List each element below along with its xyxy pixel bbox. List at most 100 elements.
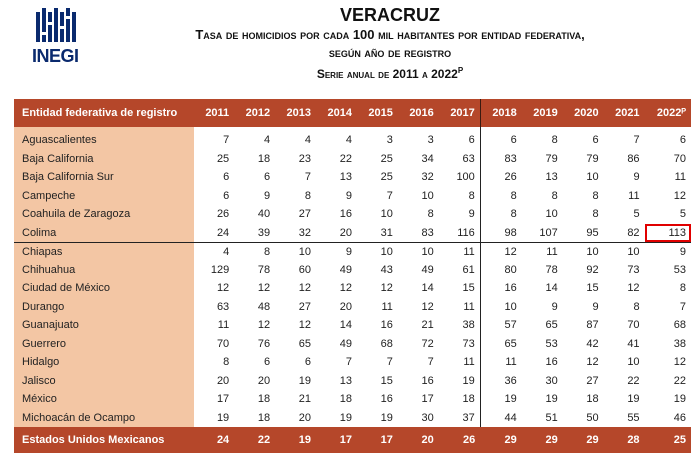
rate-value-cell: 16 (421, 374, 434, 387)
rate-value-cell: 12 (627, 282, 640, 295)
rate-value-cell: 20 (339, 226, 352, 239)
rate-value-cell: 9 (592, 300, 599, 313)
year-column-header: 2016 (397, 99, 439, 127)
rate-value-cell: 68 (380, 337, 393, 350)
table-body: Aguascalientes 7 4 4 4 3 3 6 6 8 6 7 6 Baja Californi… (14, 127, 691, 427)
rate-value-cell: 6 (223, 189, 230, 202)
rate-value-cell: 25 (380, 152, 393, 165)
rate-value-cell: 15 (462, 282, 475, 295)
rate-value-cell: 43 (380, 263, 393, 276)
rate-value-cell: 10 (603, 241, 645, 261)
entity-name-cell: Chiapas (14, 241, 194, 261)
rate-value-cell: 10 (356, 241, 398, 261)
rate-value-cell: 49 (339, 263, 352, 276)
year-column-header: 2012 (234, 99, 276, 127)
rate-value-cell: 11 (217, 319, 230, 332)
rate-value-cell: 4 (194, 241, 235, 261)
table-row: Colima 24 39 32 20 31 83 116 98 107 95 82 113 (14, 223, 691, 242)
rate-value-cell: 6 (592, 134, 599, 147)
total-rate-value-cell: 19 (275, 427, 317, 453)
entity-name-cell: Chihuahua (14, 260, 194, 279)
year-column-header: 2019 (521, 99, 563, 127)
rate-value-cell: 65 (298, 337, 312, 350)
rate-value-cell: 25 (380, 171, 393, 184)
rate-value-cell: 79 (545, 152, 558, 165)
spacer-cell (14, 127, 194, 131)
rate-value-cell: 9 (345, 189, 352, 202)
rate-value-cell: 83 (421, 226, 434, 239)
rate-value-cell: 13 (339, 374, 352, 387)
rate-value-cell: 57 (479, 316, 522, 335)
rate-value-cell: 6 (263, 171, 271, 184)
rate-value-cell: 10 (479, 297, 522, 316)
inegi-logo-icon (36, 8, 76, 42)
rate-value-cell: 49 (421, 263, 434, 276)
total-rate-value-cell: 29 (562, 427, 604, 453)
rate-value-cell: 4 (263, 134, 271, 147)
year-column-header: 2013 (275, 99, 317, 127)
rate-value-cell: 8 (223, 356, 230, 369)
rate-value-cell: 12 (421, 300, 434, 313)
rate-value-cell: 12 (257, 282, 271, 295)
table-row: Guerrero 70 76 65 49 68 72 73 65 53 42 41 38 (14, 334, 691, 353)
rate-value-cell: 18 (586, 393, 599, 406)
rate-value-cell: 8 (468, 189, 475, 202)
rate-value-cell: 9 (468, 208, 475, 221)
table-row: Chihuahua 129 78 60 49 43 49 61 80 78 92 73 53 (14, 260, 691, 279)
rate-value-cell: 15 (586, 282, 599, 295)
rate-value-cell: 9 (633, 171, 640, 184)
entity-name-cell: Baja California (14, 149, 194, 168)
total-rate-value-cell: 20 (397, 427, 439, 453)
year-column-header: 2020 (562, 99, 604, 127)
year-column-header: 2021 (603, 99, 645, 127)
table-row: Michoacán de Ocampo 19 18 20 19 19 30 37 44 51 50 5… (14, 408, 691, 427)
rate-value-cell: 63 (216, 300, 230, 313)
rate-value-cell: 8 (551, 189, 558, 202)
rate-value-cell: 30 (421, 411, 434, 424)
rate-value-cell: 6 (479, 131, 522, 150)
rate-value-cell: 20 (216, 374, 230, 387)
rate-value-cell: 19 (462, 374, 475, 387)
rate-value-cell: 11 (628, 189, 640, 202)
rate-value-cell: 27 (586, 374, 599, 387)
entity-name-cell: Jalisco (14, 371, 194, 390)
rate-value-cell: 10 (275, 241, 317, 261)
entity-name-cell: Baja California Sur (14, 168, 194, 187)
rate-value-cell: 26 (216, 208, 230, 221)
rate-value-cell: 48 (257, 300, 271, 313)
rate-value-cell: 40 (257, 208, 271, 221)
rate-value-cell: 39 (257, 226, 271, 239)
rate-value-cell: 7 (345, 356, 352, 369)
rate-value-cell: 46 (673, 411, 686, 424)
rate-value-cell: 18 (257, 411, 271, 424)
table-row: Guanajuato 11 12 12 14 16 21 38 57 65 87 70 68 (14, 316, 691, 335)
rate-value-cell: 10 (421, 189, 434, 202)
entity-name-cell: Ciudad de México (14, 279, 194, 298)
rate-value-cell: 19 (298, 374, 312, 387)
rate-value-cell: 22 (627, 374, 640, 387)
rate-value-cell: 10 (397, 241, 439, 261)
rate-value-cell: 11 (674, 171, 686, 184)
rate-value-cell: 65 (545, 319, 558, 332)
rate-value-cell: 23 (298, 152, 312, 165)
rate-value-cell: 49 (339, 337, 352, 350)
rate-value-cell: 34 (421, 152, 434, 165)
entity-name-cell: Guerrero (14, 334, 194, 353)
rate-value-cell: 11 (463, 356, 475, 369)
rate-value-cell: 82 (627, 226, 640, 239)
rate-value-cell: 38 (462, 319, 475, 332)
rate-value-cell: 6 (468, 134, 475, 147)
entity-name-cell: Guanajuato (14, 316, 194, 335)
title-line-1: Tasa de homicidios por cada 100 mil habi… (195, 27, 585, 42)
rate-value-cell: 14 (545, 282, 558, 295)
total-rate-value-cell: 26 (438, 427, 481, 453)
rate-value-cell: 19 (545, 393, 558, 406)
rate-value-cell: 7 (386, 356, 393, 369)
rate-value-cell: 17 (216, 393, 230, 406)
rate-value-cell: 27 (298, 300, 312, 313)
rate-value-cell: 83 (479, 149, 522, 168)
rate-value-cell: 78 (545, 263, 558, 276)
homicide-rate-table: Entidad federativa de registro 2011 2012 2… (14, 99, 691, 453)
rate-value-cell: 70 (216, 337, 230, 350)
rate-value-cell: 61 (462, 263, 475, 276)
